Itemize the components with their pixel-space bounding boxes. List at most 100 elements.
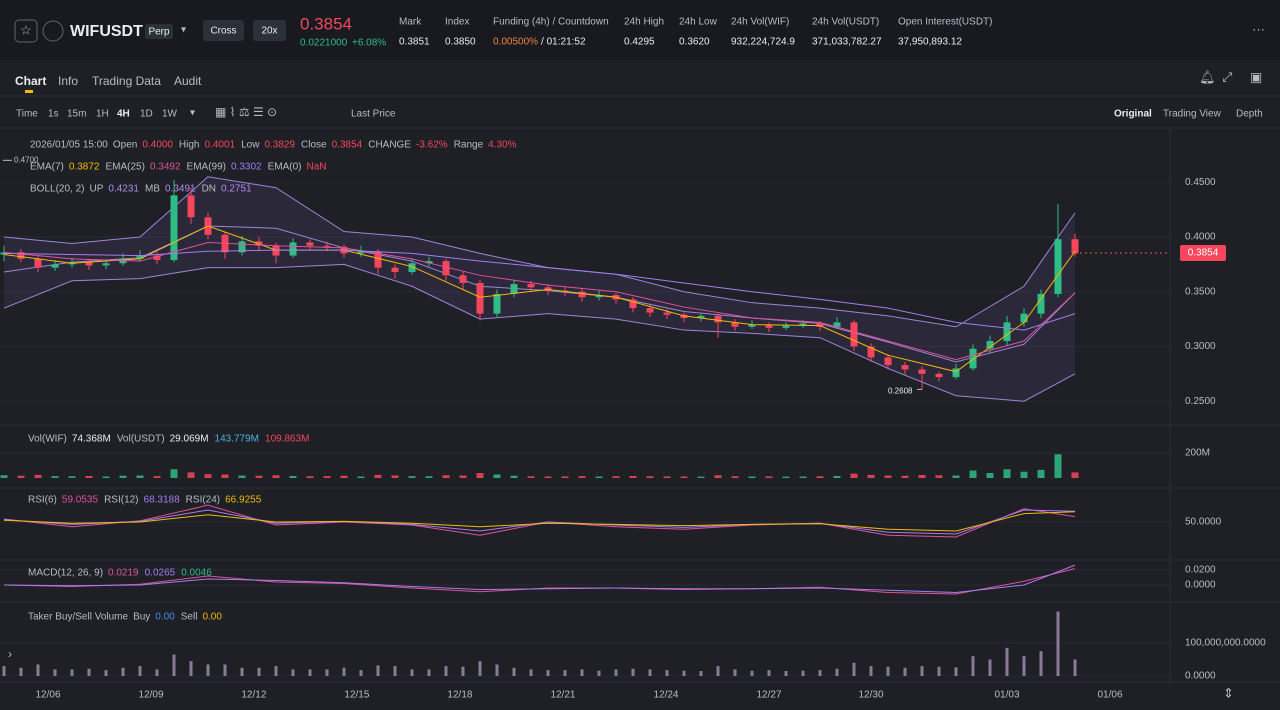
interval[interactable]: 4H xyxy=(117,109,130,120)
taker-bar xyxy=(563,670,567,676)
candle-body xyxy=(238,241,246,253)
volume-bar xyxy=(187,472,195,478)
volume-bar xyxy=(0,475,8,478)
stat-value: 0.4295 xyxy=(624,37,655,48)
favorite-button[interactable] xyxy=(14,19,38,43)
candle-body xyxy=(595,295,603,298)
volume-bar xyxy=(663,476,671,478)
legend-value: 0.0219 xyxy=(108,568,139,579)
taker-bar xyxy=(869,666,873,676)
legend-value: -3.62% xyxy=(416,140,448,151)
taker-bar xyxy=(665,670,669,676)
legend-label: Buy xyxy=(133,612,150,623)
taker-bar xyxy=(971,656,975,676)
x-tick-label: 12/30 xyxy=(858,690,883,701)
y-tick-label: 100,000,000.0000 xyxy=(1185,638,1266,649)
candle-body xyxy=(306,242,314,246)
taker-bar xyxy=(937,666,941,676)
interval[interactable]: 1D xyxy=(140,109,153,120)
candle-body xyxy=(391,267,399,273)
candle-body xyxy=(34,258,42,268)
margin-button[interactable] xyxy=(203,20,244,41)
legend-value: 59.0535 xyxy=(62,495,99,506)
y-tick-label: 0.3500 xyxy=(1185,286,1216,297)
volume-bar xyxy=(748,476,756,478)
tab[interactable]: Info xyxy=(58,74,78,88)
candle-body xyxy=(969,348,977,369)
expand-left[interactable]: › xyxy=(8,647,12,661)
layout-icon[interactable]: ▣ xyxy=(1250,69,1262,84)
candle-body xyxy=(119,258,127,264)
expand-icon[interactable]: ⤢ xyxy=(1222,69,1232,84)
taker-bar xyxy=(461,666,465,676)
volume-bar xyxy=(1037,469,1045,478)
volume-bar xyxy=(561,476,569,478)
taker-bar xyxy=(257,667,261,676)
candle-body xyxy=(748,324,756,327)
view-option[interactable]: Trading View xyxy=(1163,109,1222,120)
legend-value: 0.3492 xyxy=(150,162,181,173)
x-tick-label: 12/24 xyxy=(653,690,678,701)
tab[interactable]: Trading Data xyxy=(92,74,161,88)
legend-value: 0.4231 xyxy=(108,184,139,195)
tab[interactable]: Audit xyxy=(174,74,202,88)
taker-bar xyxy=(648,669,652,676)
alert-icon[interactable]: 🔔︎ xyxy=(1199,69,1216,84)
interval[interactable]: 1W xyxy=(162,109,178,120)
symbol[interactable]: WIFUSDT xyxy=(70,23,143,40)
volume-bar xyxy=(1071,472,1079,478)
x-tick-label: 12/21 xyxy=(550,690,575,701)
candle-body xyxy=(867,346,875,358)
stat-label: Open Interest(USDT) xyxy=(898,17,992,28)
last-price-label: 0.3854 xyxy=(1188,248,1219,259)
taker-bar xyxy=(716,666,720,676)
candle-body xyxy=(918,369,926,374)
leverage-button[interactable] xyxy=(253,20,286,41)
candle-body xyxy=(442,261,450,276)
volume-bar xyxy=(833,476,841,478)
candle-body xyxy=(884,357,892,366)
interval[interactable]: 1H xyxy=(96,109,109,120)
volume-bar xyxy=(952,475,960,478)
volume-bar xyxy=(527,476,535,478)
stat-label: 24h Vol(WIF) xyxy=(731,17,789,28)
candle-body xyxy=(935,373,943,378)
y-tick-label: 0.2500 xyxy=(1185,396,1216,407)
candle-body xyxy=(510,284,518,294)
toolbar-icons[interactable]: ▦ ⌇ ⚖ ☰ ⊙ xyxy=(215,105,277,119)
taker-bar xyxy=(104,670,108,676)
candle-body xyxy=(544,287,552,291)
candle-body xyxy=(153,255,161,260)
candle-body xyxy=(799,323,807,326)
candle-body xyxy=(731,322,739,327)
x-tick-label: 12/09 xyxy=(139,690,164,701)
scroll-icon[interactable]: ⇕ xyxy=(1223,685,1234,700)
volume-bar xyxy=(272,475,280,478)
legend-value: 0.3491 xyxy=(165,184,196,195)
price-type[interactable]: Last Price xyxy=(351,109,396,120)
candle-body xyxy=(714,315,722,323)
stat-value: 0.00500% xyxy=(493,37,538,48)
interval[interactable]: 1s xyxy=(48,109,59,120)
candle-body xyxy=(782,325,790,328)
more-menu[interactable]: ··· xyxy=(1252,21,1265,36)
tab[interactable]: Chart xyxy=(15,74,46,88)
view-option[interactable]: Original xyxy=(1114,109,1152,120)
legend-label: MACD(12, 26, 9) xyxy=(28,568,103,579)
volume-bar xyxy=(765,476,773,478)
legend-label: High xyxy=(179,140,200,151)
taker-bar xyxy=(801,670,805,676)
volume-bar xyxy=(17,475,25,478)
taker-bar xyxy=(53,669,57,676)
dropdown-arrow[interactable]: ▾ xyxy=(190,108,195,119)
legend-label: EMA(7) xyxy=(30,162,64,173)
legend-label: MB xyxy=(145,184,160,195)
interval[interactable]: Time xyxy=(16,109,38,120)
view-option[interactable]: Depth xyxy=(1236,109,1263,120)
volume-bar xyxy=(629,476,637,478)
interval[interactable]: 15m xyxy=(67,109,86,120)
dropdown-arrow[interactable]: ▾ xyxy=(181,25,186,36)
legend-label: Sell xyxy=(181,612,198,623)
volume-bar xyxy=(850,473,858,478)
candle-body xyxy=(170,195,178,260)
